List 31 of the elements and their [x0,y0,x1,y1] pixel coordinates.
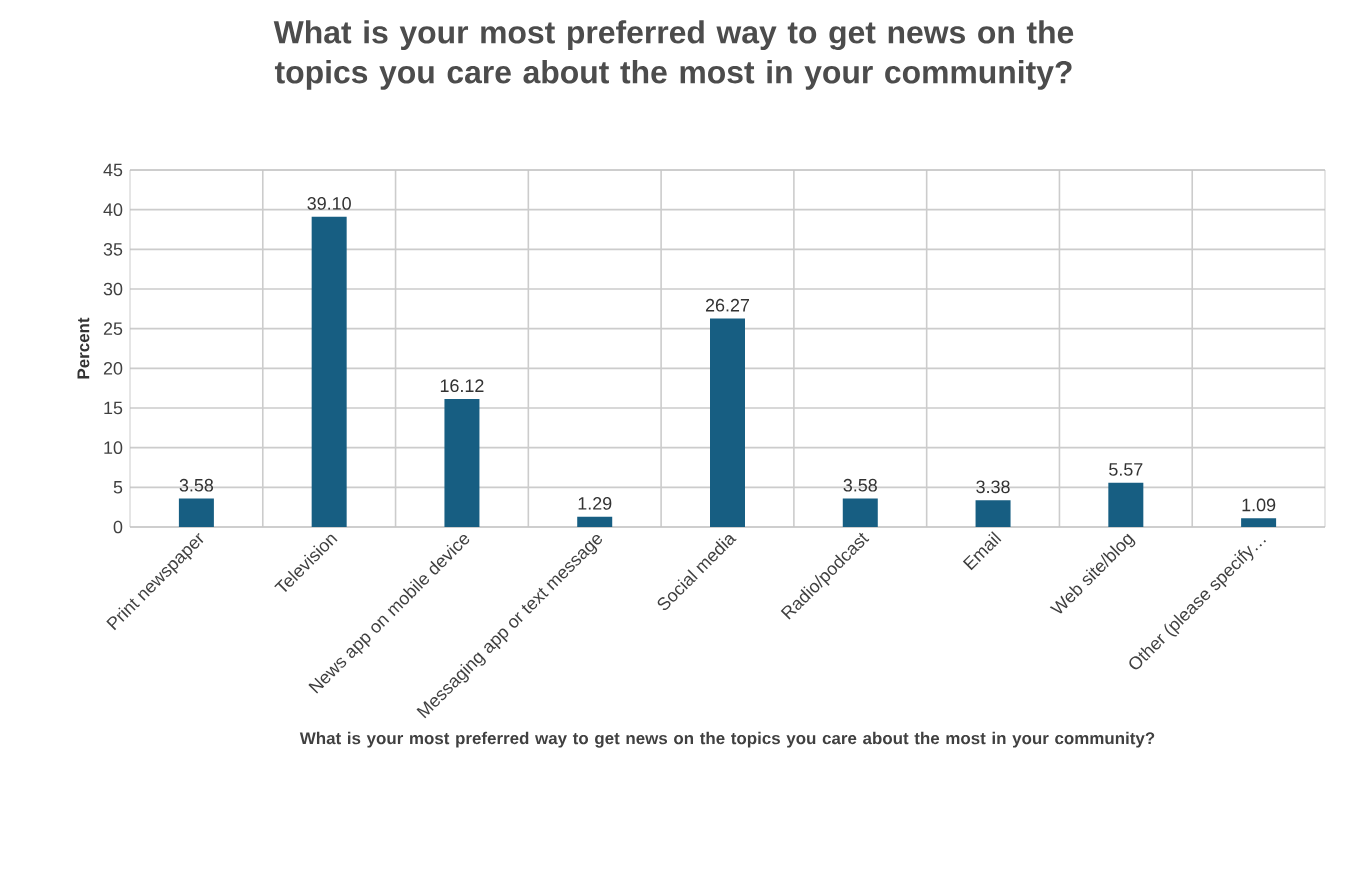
bar [1108,482,1144,527]
data-label: 3.58 [843,478,877,492]
y-tick-label: 45 [103,163,123,177]
y-tick-label: 5 [113,481,123,494]
y-tick-label: 35 [103,242,123,256]
data-label: 16.12 [440,379,484,393]
chart-title: What is your most preferred way to get news on the topics you care about the most in your community? [273,20,1074,90]
y-tick-label: 30 [103,282,123,296]
data-label: 5.57 [1109,463,1143,476]
y-tick-label: 40 [103,203,123,217]
y-axis-title: Percent [77,317,90,379]
bar [577,516,613,527]
data-label: 3.38 [976,480,1010,494]
y-tick-label: 25 [103,322,123,336]
y-tick-label: 15 [104,401,123,415]
data-label: 1.29 [578,497,612,510]
bar [975,500,1011,527]
data-label: 1.09 [1242,498,1276,512]
data-label: 39.10 [307,197,351,210]
data-label: 26.27 [705,298,750,312]
data-label: 3.58 [179,478,214,492]
bar [842,498,878,527]
x-axis-title: What is your most preferred way to get news on the topics you care about the most in your community? [299,731,1155,748]
bar [311,216,347,527]
y-tick-label: 0 [113,520,123,534]
bar [1241,518,1277,527]
bar [710,318,745,527]
bar [444,399,480,527]
bar [178,498,214,527]
y-tick-label: 20 [103,361,123,375]
y-tick-label: 10 [104,441,123,455]
